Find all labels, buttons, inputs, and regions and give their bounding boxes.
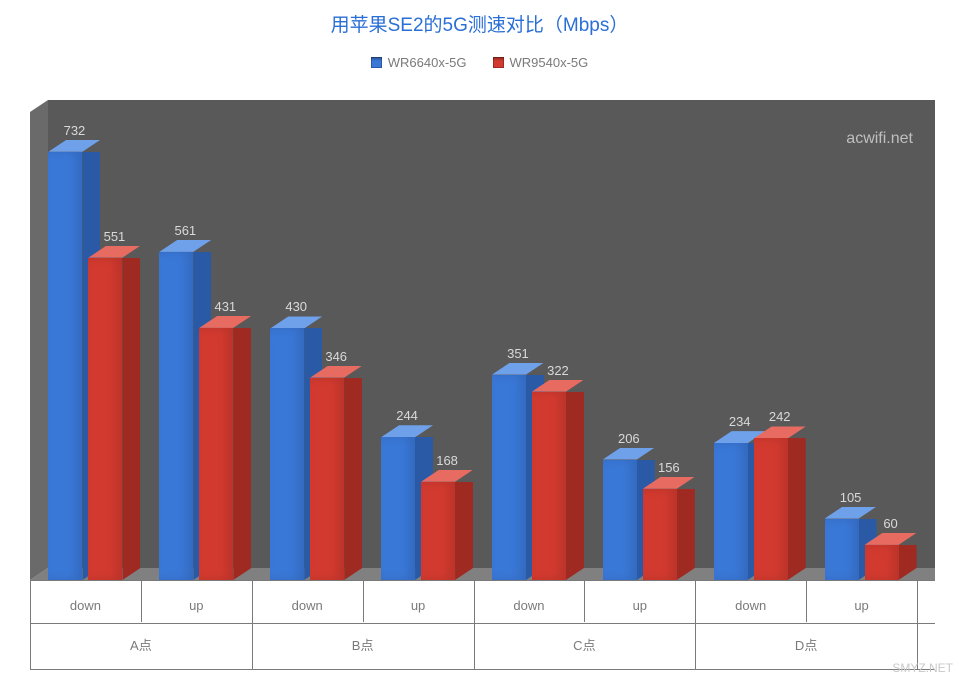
- legend-item-1: WR9540x-5G: [493, 55, 589, 70]
- x-axis-border: [30, 669, 935, 670]
- bar-value-label: 732: [64, 123, 86, 138]
- bar: 60: [865, 545, 899, 580]
- x-axis: down up A点 down up B点 down up C点 down up D点: [30, 580, 935, 670]
- bar-value-label: 551: [104, 229, 126, 244]
- bar-value-label: 430: [285, 299, 307, 314]
- chart-title: 用苹果SE2的5G测速对比（Mbps）: [0, 10, 959, 37]
- legend-label-1: WR9540x-5G: [510, 55, 589, 70]
- bar: 551: [88, 258, 122, 580]
- legend-label-0: WR6640x-5G: [388, 55, 467, 70]
- bars-layer: 7325515614314303462441683513222061562342…: [30, 100, 935, 580]
- bar-value-label: 351: [507, 346, 529, 361]
- bar: 351: [492, 375, 526, 580]
- bar: 322: [532, 392, 566, 580]
- bar-value-label: 156: [658, 460, 680, 475]
- bar: 206: [603, 460, 637, 581]
- bar-value-label: 242: [769, 409, 791, 424]
- legend-swatch-0: [371, 57, 382, 68]
- bar: 234: [714, 443, 748, 580]
- x-tick-subgroup: down: [292, 598, 323, 613]
- bar: 561: [159, 252, 193, 580]
- bar-value-label: 346: [325, 349, 347, 364]
- bar-value-label: 206: [618, 431, 640, 446]
- legend: WR6640x-5G WR9540x-5G: [0, 55, 959, 70]
- bar: 430: [270, 328, 304, 580]
- watermark: acwifi.net: [846, 130, 913, 148]
- x-tick-group: A点: [130, 635, 152, 654]
- chart: 用苹果SE2的5G测速对比（Mbps） WR6640x-5G WR9540x-5…: [0, 0, 959, 679]
- x-tick-group: D点: [795, 635, 817, 654]
- x-tick-subgroup: up: [854, 598, 868, 613]
- bar-value-label: 561: [174, 223, 196, 238]
- x-axis-divider: [917, 580, 918, 670]
- bar: 105: [825, 519, 859, 580]
- x-tick-subgroup: down: [70, 598, 101, 613]
- bar: 168: [421, 482, 455, 580]
- bar-value-label: 60: [883, 516, 897, 531]
- x-tick-subgroup: up: [189, 598, 203, 613]
- x-axis-divider: [363, 580, 364, 622]
- bar-value-label: 431: [214, 299, 236, 314]
- x-tick-subgroup: down: [735, 598, 766, 613]
- legend-swatch-1: [493, 57, 504, 68]
- x-axis-row-separator: [30, 623, 935, 624]
- bar-value-label: 244: [396, 408, 418, 423]
- bar: 244: [381, 437, 415, 580]
- bar: 242: [754, 438, 788, 580]
- x-axis-divider: [584, 580, 585, 622]
- x-tick-subgroup: up: [633, 598, 647, 613]
- x-axis-divider: [806, 580, 807, 622]
- bar-value-label: 234: [729, 414, 751, 429]
- bar: 156: [643, 489, 677, 580]
- x-axis-divider: [252, 580, 253, 670]
- x-axis-divider: [474, 580, 475, 670]
- plot-area: 7325515614314303462441683513222061562342…: [30, 100, 935, 580]
- bar: 732: [48, 152, 82, 580]
- x-tick-subgroup: down: [513, 598, 544, 613]
- watermark-corner: SMYZ.NET: [892, 661, 953, 675]
- bar-value-label: 105: [840, 490, 862, 505]
- x-axis-divider: [30, 580, 31, 670]
- bar-value-label: 322: [547, 363, 569, 378]
- x-tick-group: B点: [352, 635, 374, 654]
- x-axis-border: [30, 580, 935, 581]
- bar: 346: [310, 378, 344, 580]
- bar: 431: [199, 328, 233, 580]
- x-tick-subgroup: up: [411, 598, 425, 613]
- x-axis-divider: [695, 580, 696, 670]
- x-axis-divider: [141, 580, 142, 622]
- legend-item-0: WR6640x-5G: [371, 55, 467, 70]
- x-tick-group: C点: [573, 635, 595, 654]
- bar-value-label: 168: [436, 453, 458, 468]
